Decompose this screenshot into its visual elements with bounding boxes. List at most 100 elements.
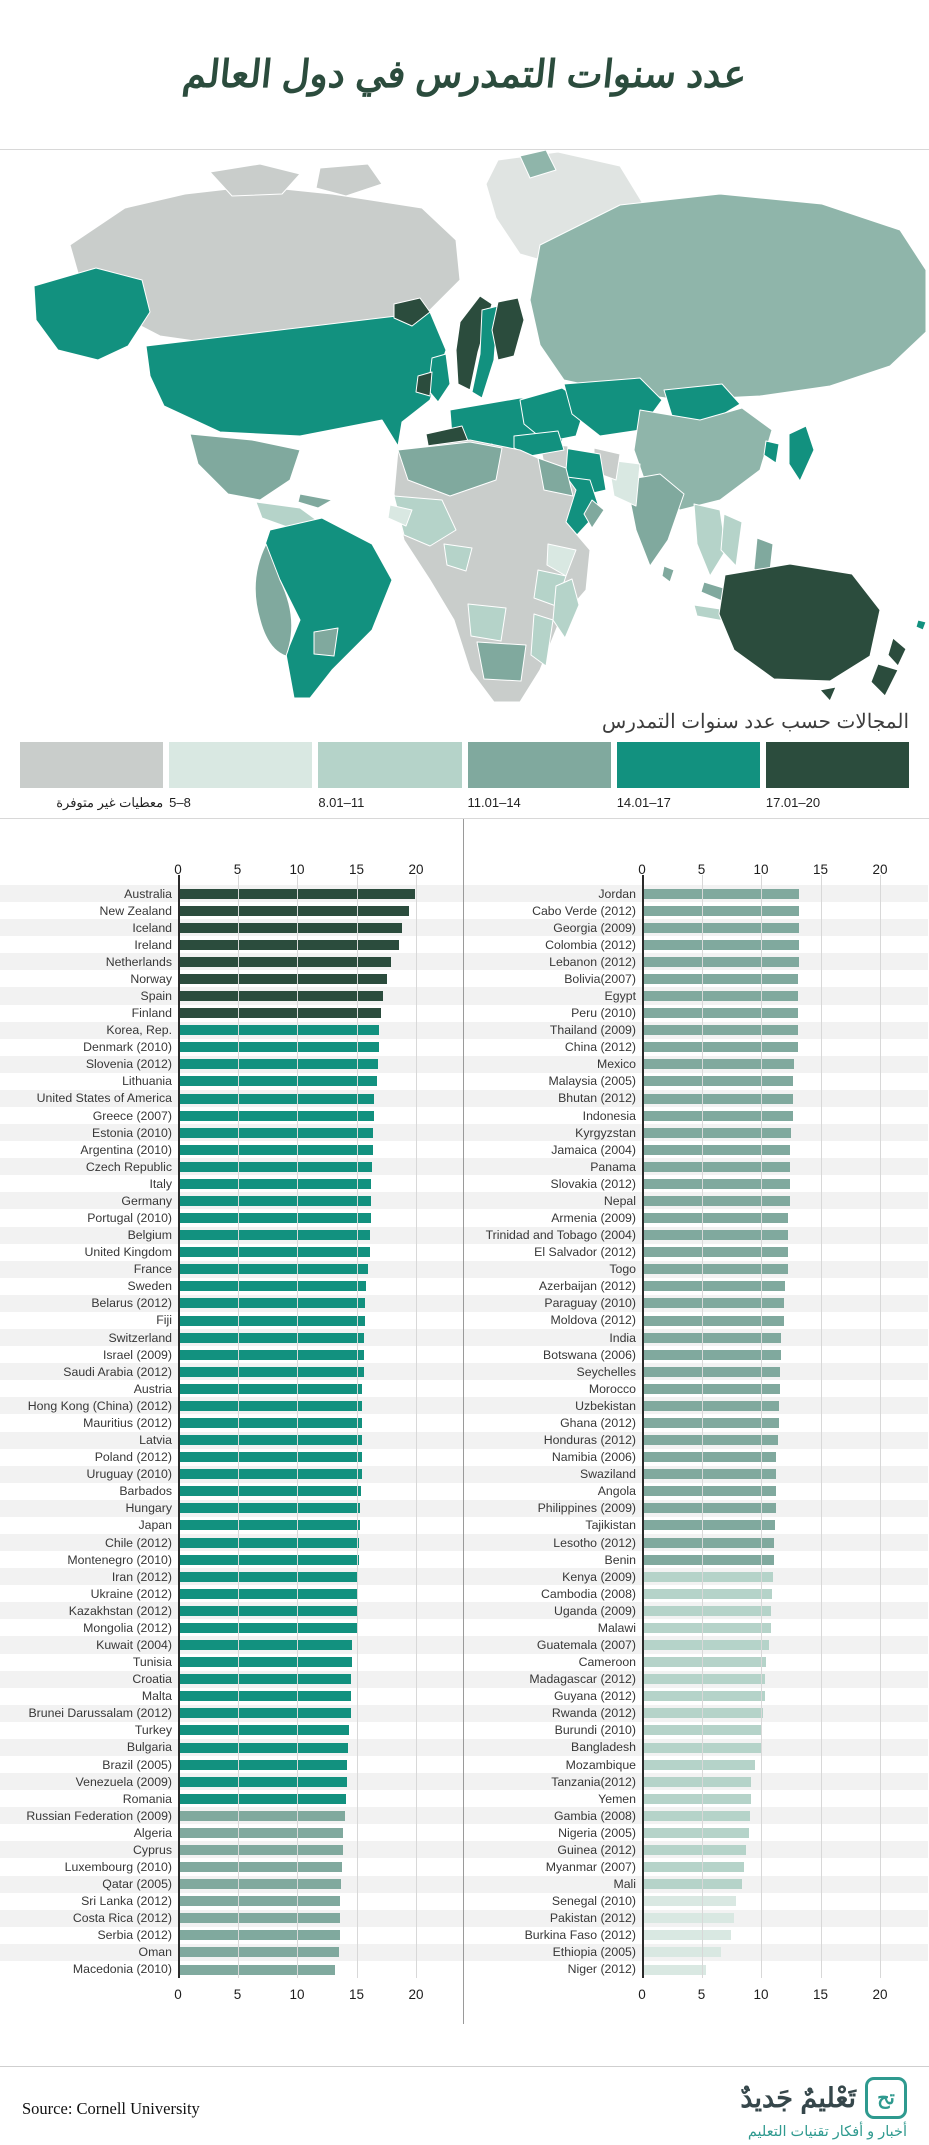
legend-title: المجالات حسب عدد سنوات التمدرس (601, 711, 909, 733)
chart-row: France (0, 1260, 463, 1278)
value-bar (178, 1418, 363, 1429)
country-label: Gambia (2008) (553, 1808, 636, 1823)
legend-item-8-11: 8.01–11 (318, 742, 462, 811)
chart-row: Latvia (0, 1431, 463, 1449)
chart-row: Korea, Rep. (0, 1021, 463, 1039)
chart-row: Saudi Arabia (2012) (0, 1363, 463, 1381)
chart-row: Guatemala (2007) (464, 1636, 928, 1654)
map-region-alaska (33, 267, 151, 361)
value-bar (178, 1469, 363, 1480)
chart-row: Egypt (464, 987, 928, 1005)
legend-item-17-20: 17.01–20 (765, 742, 910, 811)
value-bar (178, 1110, 375, 1121)
chart-row: Guinea (2012) (464, 1841, 928, 1859)
chart-row: Ireland (0, 936, 463, 953)
value-bar (178, 939, 400, 950)
value-bar (642, 1230, 789, 1241)
value-bar (178, 1161, 372, 1172)
world-map-section (0, 150, 929, 705)
chart-row: Iceland (0, 919, 463, 937)
value-bar (178, 1844, 344, 1855)
country-label: Montenegro (2010) (67, 1552, 172, 1567)
map-region-svalbard (519, 150, 557, 179)
value-bar (642, 1674, 765, 1685)
world-map (33, 150, 927, 703)
axis-tick-label: 20 (872, 1987, 888, 2002)
value-bar (178, 1281, 367, 1292)
axis-tick-label: 15 (348, 862, 365, 877)
country-label: Pakistan (2012) (549, 1911, 636, 1926)
chart-row: Tajikistan (464, 1517, 928, 1534)
country-label: Ireland (134, 937, 172, 952)
country-label: Mauritius (2012) (83, 1415, 172, 1430)
country-label: Panama (590, 1159, 636, 1174)
chart-row: Russian Federation (2009) (0, 1807, 463, 1825)
country-label: Croatia (132, 1672, 172, 1687)
legend-item-14-17: 14.01–17 (616, 742, 760, 811)
country-label: Algeria (133, 1825, 172, 1840)
value-bar (642, 1503, 777, 1514)
chart-row: Uzbekistan (464, 1397, 928, 1415)
axis-tick-label: 10 (753, 1987, 769, 2002)
legend-swatches: معطيات غير متوفرة 5–8 8.01–11 11.01–14 1… (20, 742, 910, 811)
value-bar (642, 1127, 791, 1138)
country-label: Egypt (604, 989, 636, 1003)
country-label: Luxembourg (2010) (64, 1859, 172, 1874)
map-region-turkey (513, 430, 565, 457)
value-bar (642, 1042, 798, 1053)
value-bar (642, 1947, 721, 1958)
value-bar (178, 1862, 343, 1873)
chart-right-axis-bottom: 0 5 10 15 20 (464, 1978, 928, 2024)
value-bar (178, 956, 391, 967)
value-bar (178, 1127, 374, 1138)
value-bar (178, 888, 415, 899)
value-bar (642, 1708, 764, 1719)
chart-row: Panama (464, 1158, 928, 1176)
value-bar (178, 1349, 364, 1360)
chart-row: Costa Rica (2012) (0, 1909, 463, 1927)
country-label: Cabo Verde (2012) (532, 903, 636, 918)
chart-row: Netherlands (0, 953, 463, 971)
chart-row: Yemen (464, 1790, 928, 1807)
axis-tick-label: 0 (638, 1987, 646, 2002)
legend: المجالات حسب عدد سنوات التمدرس معطيات غي… (0, 705, 929, 819)
chart-row: Angola (464, 1483, 928, 1500)
value-bar (642, 1076, 794, 1087)
country-label: Oman (138, 1945, 173, 1960)
country-label: Benin (604, 1552, 636, 1567)
value-bar (642, 1469, 777, 1480)
legend-label: 14.01–17 (616, 795, 671, 810)
value-bar (178, 1776, 347, 1787)
country-label: Bangladesh (571, 1740, 636, 1755)
country-label: Togo (609, 1262, 636, 1277)
chart-row: Jamaica (2004) (464, 1141, 928, 1158)
country-label: Philippines (2009) (537, 1501, 636, 1516)
chart-row: Czech Republic (0, 1158, 463, 1176)
chart-row: Austria (0, 1380, 463, 1397)
chart-row: Germany (0, 1192, 463, 1210)
value-bar (642, 922, 800, 933)
value-bar (178, 1315, 365, 1326)
country-label: Cambodia (2008) (540, 1586, 636, 1601)
value-bar (178, 1879, 342, 1890)
chart-row: Lesotho (2012) (464, 1533, 928, 1552)
value-bar (178, 1400, 363, 1411)
value-bar (642, 1281, 785, 1292)
country-label: Venezuela (2009) (75, 1774, 172, 1789)
value-bar (642, 1810, 751, 1821)
value-bar (642, 1264, 789, 1275)
value-bar (178, 1025, 380, 1036)
value-bar (178, 1196, 371, 1206)
value-bar (178, 1383, 363, 1394)
value-bar (642, 1571, 773, 1582)
country-label: Madagascar (2012) (529, 1672, 636, 1687)
chart-row: New Zealand (0, 902, 463, 919)
value-bar (178, 1571, 358, 1582)
axis-tick-label: 20 (408, 1987, 424, 2002)
value-bar (642, 1930, 732, 1941)
value-bar (178, 1059, 378, 1070)
axis-tick-label: 0 (638, 862, 646, 877)
country-label: Paraguay (2010) (544, 1296, 636, 1311)
country-label: Tanzania(2012) (551, 1774, 636, 1789)
map-region-korea (763, 440, 780, 464)
